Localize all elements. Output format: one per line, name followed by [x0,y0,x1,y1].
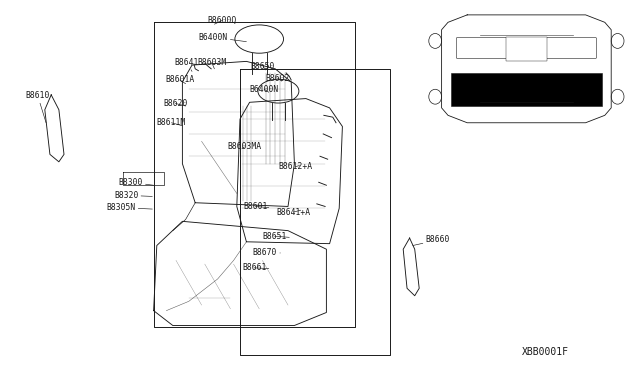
Text: B8603MA: B8603MA [227,142,261,151]
FancyBboxPatch shape [529,38,596,58]
Text: B8320: B8320 [114,191,152,200]
Text: B8305N: B8305N [106,203,152,212]
Bar [451,73,602,106]
FancyBboxPatch shape [456,38,524,58]
Text: B8620: B8620 [163,99,188,108]
Text: B8660: B8660 [413,235,450,246]
Text: B8300: B8300 [118,178,154,187]
Ellipse shape [611,89,624,104]
Bar [506,37,547,61]
Ellipse shape [429,89,442,104]
Text: B8651: B8651 [262,232,289,241]
Text: B8641: B8641 [175,58,199,71]
Text: B6400N: B6400N [250,85,279,94]
Text: B8611M: B8611M [157,118,186,127]
Text: XBB0001F: XBB0001F [522,347,568,356]
Text: B8650: B8650 [251,62,275,71]
Text: B8670: B8670 [253,248,280,257]
Text: B8612+A: B8612+A [278,162,312,171]
Text: B8600Q: B8600Q [207,16,237,25]
Text: B8641+A: B8641+A [276,208,310,217]
Text: B8601A: B8601A [165,76,195,84]
Text: B8661: B8661 [242,263,269,272]
Ellipse shape [611,33,624,48]
Text: B8601: B8601 [243,202,269,211]
Text: B8610: B8610 [26,92,50,123]
Text: B6400N: B6400N [198,33,246,42]
Text: B8602: B8602 [266,74,290,83]
Text: B8603M: B8603M [197,58,227,69]
Ellipse shape [429,33,442,48]
